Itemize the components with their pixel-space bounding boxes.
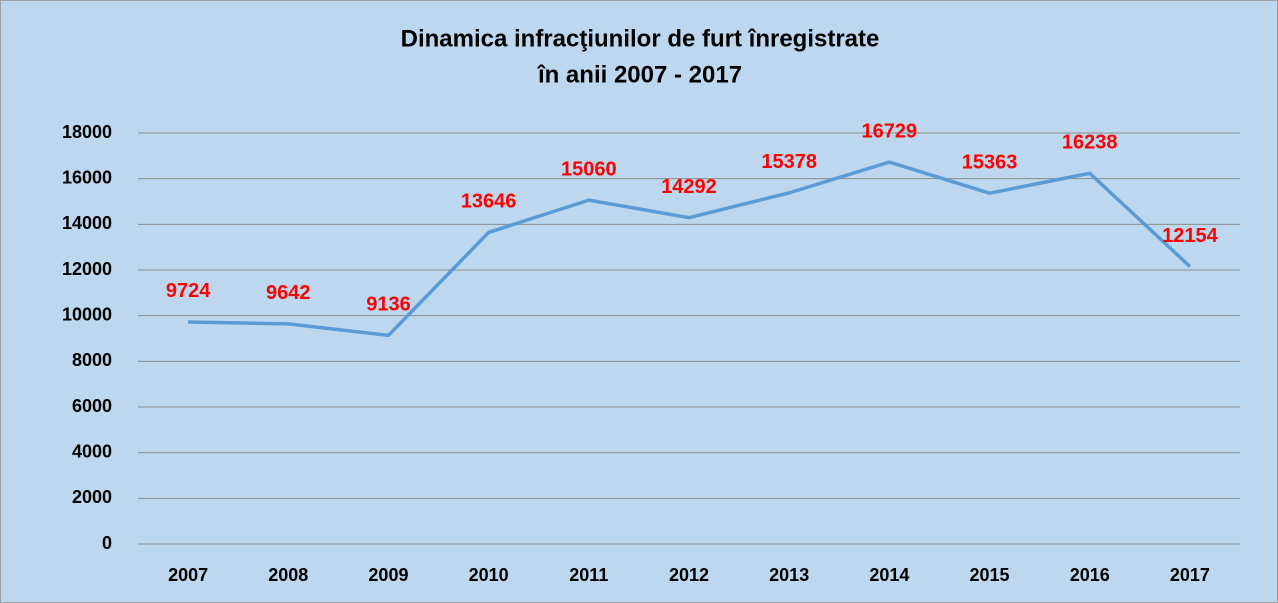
x-tick-label: 2012	[669, 565, 709, 585]
x-tick-label: 2013	[769, 565, 809, 585]
y-tick-label: 2000	[72, 487, 112, 507]
data-line	[188, 160, 1192, 338]
data-label: 16238	[1062, 132, 1118, 154]
y-tick-label: 14000	[62, 213, 112, 233]
x-tick-label: 2015	[970, 565, 1010, 585]
data-label: 14292	[661, 176, 717, 198]
y-tick-label: 18000	[62, 122, 112, 142]
x-tick-label: 2014	[869, 565, 909, 585]
chart-title: Dinamica infracţiunilor de furt înregist…	[401, 25, 880, 52]
y-tick-label: 16000	[62, 167, 112, 187]
data-label: 9724	[166, 280, 211, 302]
y-tick-label: 6000	[72, 396, 112, 416]
y-tick-label: 8000	[72, 350, 112, 370]
data-label: 9136	[366, 294, 411, 316]
y-tick-label: 12000	[62, 259, 112, 279]
x-tick-label: 2007	[168, 565, 208, 585]
y-tick-label: 0	[102, 533, 112, 553]
data-label: 15060	[561, 158, 617, 180]
x-tick-label: 2010	[469, 565, 509, 585]
chart-title: în anii 2007 - 2017	[537, 61, 742, 88]
x-tick-label: 2016	[1070, 565, 1110, 585]
y-tick-label: 4000	[72, 441, 112, 461]
data-label: 15378	[761, 151, 817, 173]
data-label: 13646	[461, 191, 517, 213]
x-tick-label: 2011	[569, 565, 608, 585]
x-tick-label: 2017	[1170, 565, 1210, 585]
data-label: 15363	[962, 151, 1018, 173]
y-tick-label: 10000	[62, 304, 112, 324]
data-label: 16729	[862, 120, 918, 142]
data-label: 12154	[1162, 225, 1218, 247]
x-tick-label: 2008	[268, 565, 308, 585]
data-label: 9642	[266, 282, 311, 304]
x-tick-label: 2009	[368, 565, 408, 585]
